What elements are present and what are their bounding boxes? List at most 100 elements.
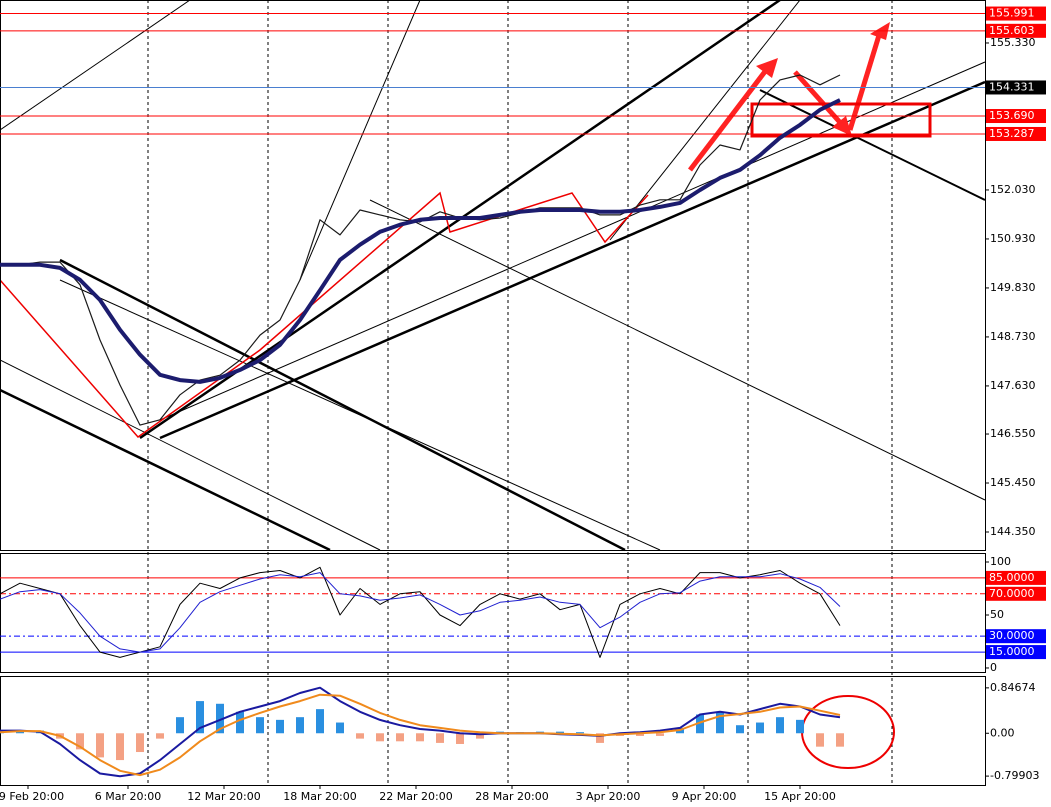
x-tick-label: 28 Mar 20:00 (475, 790, 548, 803)
trend-line (759, 89, 986, 201)
x-tick-label: 18 Mar 20:00 (283, 790, 356, 803)
trend-line (299, 0, 421, 281)
histogram-bar (296, 717, 304, 734)
series-line (0, 686, 841, 778)
histogram-bar (816, 733, 824, 747)
trend-line (159, 80, 986, 440)
y-tick-label: 152.030 (990, 183, 1036, 196)
histogram-bar (376, 733, 384, 742)
histogram-bar (276, 719, 284, 734)
histogram-bar (156, 733, 164, 739)
histogram-bar (736, 725, 744, 734)
x-tick-label: 22 Mar 20:00 (379, 790, 452, 803)
level-label-box (986, 570, 1046, 585)
y-tick-label: 50 (990, 608, 1004, 621)
histogram-bar (136, 733, 144, 753)
histogram-bar (716, 711, 724, 734)
x-tick-label: 15 Apr 20:00 (764, 790, 836, 803)
histogram-bar (656, 733, 664, 736)
trend-line (369, 199, 986, 501)
series-line (0, 74, 841, 426)
level-label: 30.0000 (989, 629, 1035, 642)
arrow (793, 70, 847, 130)
x-tick-label: 6 Mar 20:00 (95, 790, 161, 803)
arrow-head (832, 116, 852, 136)
level-label-box (986, 23, 1046, 38)
histogram-bar (796, 719, 804, 734)
y-tick-label: 146.550 (990, 427, 1036, 440)
trend-line (0, 0, 191, 131)
trend-line (59, 258, 626, 552)
trend-line (0, 388, 331, 552)
y-tick-label: 0.84674 (990, 681, 1036, 694)
y-tick-label: 148.730 (990, 330, 1036, 343)
histogram-bar (436, 733, 444, 743)
histogram-bar (456, 733, 464, 744)
histogram-bar (416, 733, 424, 742)
trend-line (609, 0, 801, 241)
x-tick-label: 9 Apr 20:00 (672, 790, 737, 803)
series-line (0, 98, 841, 384)
y-tick-label: 100 (990, 555, 1011, 568)
y-tick-label: 149.830 (990, 281, 1036, 294)
series-line (0, 572, 841, 653)
level-label: 155.991 (989, 7, 1035, 20)
level-label-box (986, 126, 1046, 141)
x-tick-label: 12 Mar 20:00 (187, 790, 260, 803)
y-tick-label: -0.79903 (990, 769, 1039, 782)
histogram-bar (116, 733, 124, 761)
histogram-bar (596, 733, 604, 743)
x-tick-label: 29 Feb 20:00 (0, 790, 64, 803)
histogram-bar (636, 733, 644, 736)
level-label-box (986, 645, 1046, 660)
y-tick-label: 150.930 (990, 232, 1036, 245)
histogram-bar (836, 733, 844, 747)
series-line (0, 693, 841, 777)
level-label-box (986, 586, 1046, 601)
arrow-head (756, 58, 778, 78)
histogram-bar (476, 733, 484, 739)
y-tick-label: 155.330 (990, 36, 1036, 49)
arrow (688, 63, 772, 172)
histogram-bar (216, 703, 224, 734)
panel-frame (0, 553, 986, 673)
histogram-bar (176, 717, 184, 734)
histogram-bar (196, 701, 204, 734)
y-tick-label: 0 (990, 661, 997, 674)
histogram-bar (776, 717, 784, 734)
level-label: 85.0000 (989, 571, 1035, 584)
level-label-box (986, 80, 1046, 95)
histogram-bar (76, 733, 84, 750)
level-label-box (986, 6, 1046, 21)
histogram-bar (96, 733, 104, 758)
y-tick-label: 145.450 (990, 476, 1036, 489)
histogram-bar (696, 714, 704, 734)
level-label: 153.690 (989, 109, 1035, 122)
highlight-circle (801, 695, 895, 769)
arrow (847, 31, 883, 131)
histogram-bar (236, 711, 244, 734)
histogram-bar (356, 733, 364, 739)
level-label: 70.0000 (989, 587, 1035, 600)
x-tick-label: 3 Apr 20:00 (576, 790, 641, 803)
trend-line (0, 359, 381, 551)
histogram-bar (256, 717, 264, 734)
y-tick-label: 0.00 (990, 726, 1015, 739)
y-tick-label: 144.350 (990, 525, 1036, 538)
histogram-bar (556, 731, 564, 734)
level-label: 15.0000 (989, 645, 1035, 658)
histogram-bar (756, 722, 764, 734)
level-label: 153.287 (989, 127, 1035, 140)
panel-frame (0, 0, 986, 551)
histogram-bar (316, 709, 324, 734)
histogram-bar (336, 722, 344, 734)
series-line (0, 566, 841, 658)
level-label: 155.603 (989, 24, 1035, 37)
histogram-bar (396, 733, 404, 742)
y-tick-label: 147.630 (990, 379, 1036, 392)
histogram-bar (576, 732, 584, 734)
zigzag (0, 191, 649, 439)
drawings (0, 0, 986, 785)
